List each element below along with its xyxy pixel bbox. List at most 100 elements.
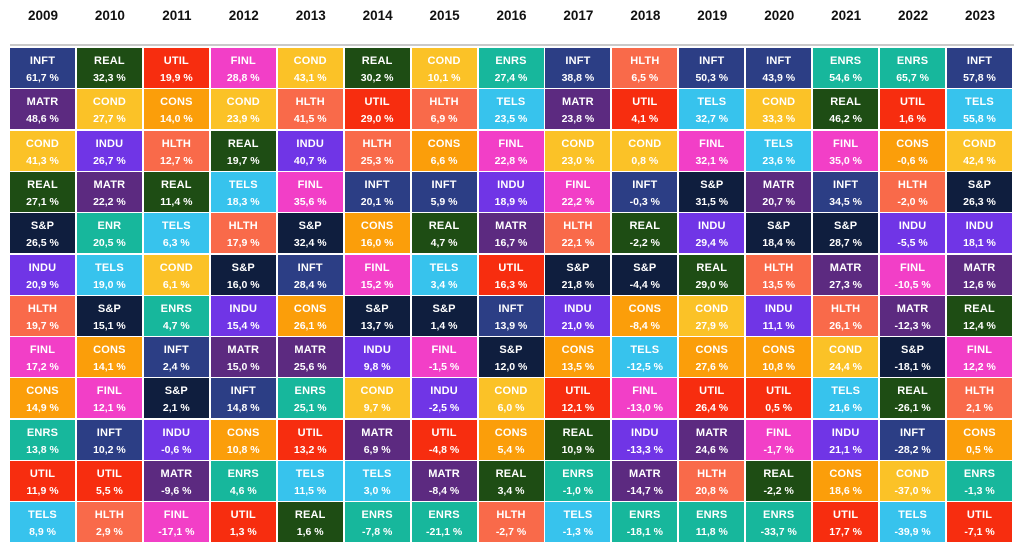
sector-label: HLTH bbox=[161, 137, 192, 150]
cell-2014-enrs: ENRS -7,8 % bbox=[344, 502, 410, 543]
sector-label: MATR bbox=[829, 261, 862, 274]
sector-label: TELS bbox=[898, 509, 928, 522]
cell-2012-finl: FINL 28,8 % bbox=[210, 48, 276, 88]
sector-label: HLTH bbox=[362, 137, 392, 150]
cell-2011-indu: INDU -0,6 % bbox=[143, 419, 209, 460]
cell-2011-finl: FINL -17,1 % bbox=[143, 502, 209, 543]
cell-2017-matr: MATR 23,8 % bbox=[545, 89, 611, 130]
cell-2015-matr: MATR -8,4 % bbox=[411, 461, 477, 501]
year-header-2015: 2015 bbox=[429, 8, 460, 23]
cell-2014-indu: INDU 9,8 % bbox=[344, 337, 410, 378]
return-value: 21,0 % bbox=[561, 319, 595, 332]
return-value: -1,7 % bbox=[763, 443, 794, 456]
sector-label: HLTH bbox=[228, 220, 258, 233]
return-value: 15,1 % bbox=[93, 319, 126, 332]
cell-2018-tels: TELS -12,5 % bbox=[612, 337, 678, 378]
return-value: 22,2 % bbox=[93, 195, 126, 208]
sector-label: ENRS bbox=[629, 509, 661, 522]
return-value: 4,7 % bbox=[430, 237, 458, 250]
return-value: 26,4 % bbox=[695, 402, 729, 415]
return-value: 10,1 % bbox=[427, 72, 461, 84]
return-value: 3,4 % bbox=[430, 278, 458, 291]
sector-label: INDU bbox=[697, 220, 726, 233]
cell-2018-real: REAL -2,2 % bbox=[612, 213, 678, 254]
cell-2022-enrs: ENRS 65,7 % bbox=[880, 48, 946, 88]
return-value: 25,6 % bbox=[293, 361, 327, 374]
return-value: 0,5 % bbox=[966, 443, 993, 456]
cell-2010-cond: COND 27,7 % bbox=[76, 89, 142, 130]
cell-2015-inft: INFT 5,9 % bbox=[411, 171, 477, 212]
sector-label: FINL bbox=[833, 137, 859, 150]
cell-2019-enrs: ENRS 11,8 % bbox=[679, 502, 745, 543]
sector-label: UTIL bbox=[498, 261, 524, 274]
sector-label: ENRS bbox=[562, 468, 594, 480]
sector-label: FINL bbox=[297, 178, 323, 191]
cell-2017-real: REAL 10,9 % bbox=[545, 419, 611, 460]
cell-2017-util: UTIL 12,1 % bbox=[545, 378, 611, 419]
return-value: 14,0 % bbox=[160, 113, 193, 126]
cell-2011-enrs: ENRS 4,7 % bbox=[143, 295, 209, 336]
cell-2022-real: REAL -26,1 % bbox=[880, 378, 946, 419]
cell-2019-hlth: HLTH 20,8 % bbox=[679, 461, 745, 501]
sector-label: MATR bbox=[160, 468, 193, 480]
sector-label: COND bbox=[159, 261, 193, 274]
return-value: 22,1 % bbox=[561, 237, 595, 250]
return-value: 21,8 % bbox=[561, 278, 595, 291]
sector-label: TELS bbox=[28, 509, 57, 522]
sector-label: MATR bbox=[428, 468, 460, 480]
sector-label: CONS bbox=[494, 426, 528, 439]
cell-2017-sandp: S&P 21,8 % bbox=[545, 254, 611, 295]
cell-2011-sandp: S&P 2,1 % bbox=[143, 378, 209, 419]
return-value: 1,4 % bbox=[430, 319, 458, 332]
cell-2021-matr: MATR 27,3 % bbox=[813, 254, 879, 295]
cell-2022-sandp: S&P -18,1 % bbox=[880, 337, 946, 378]
year-header-2018: 2018 bbox=[630, 8, 661, 23]
return-value: 3,4 % bbox=[497, 485, 525, 497]
cell-2023-indu: INDU 18,1 % bbox=[947, 213, 1013, 254]
cell-2016-matr: MATR 16,7 % bbox=[478, 213, 544, 254]
return-value: 27,1 % bbox=[26, 195, 59, 208]
return-value: 57,8 % bbox=[963, 72, 996, 84]
cell-2012-sandp: S&P 16,0 % bbox=[210, 254, 276, 295]
return-value: 6,5 % bbox=[631, 72, 659, 84]
cell-2019-util: UTIL 26,4 % bbox=[679, 378, 745, 419]
return-value: 11,4 % bbox=[160, 195, 193, 208]
cell-2020-real: REAL -2,2 % bbox=[746, 461, 812, 501]
cell-2015-real: REAL 4,7 % bbox=[411, 213, 477, 254]
sector-label: INFT bbox=[364, 178, 390, 191]
cell-2013-enrs: ENRS 25,1 % bbox=[277, 378, 343, 419]
cell-2013-hlth: HLTH 41,5 % bbox=[277, 89, 343, 130]
sector-label: FINL bbox=[364, 261, 390, 274]
cell-2010-inft: INFT 10,2 % bbox=[76, 419, 142, 460]
cell-2012-indu: INDU 15,4 % bbox=[210, 295, 276, 336]
cell-2020-util: UTIL 0,5 % bbox=[746, 378, 812, 419]
sector-label: REAL bbox=[495, 468, 527, 480]
year-header-2020: 2020 bbox=[764, 8, 795, 23]
sector-label: INFT bbox=[163, 344, 189, 357]
return-value: 20,9 % bbox=[26, 278, 59, 291]
cell-2011-hlth: HLTH 12,7 % bbox=[143, 130, 209, 171]
return-value: 29,4 % bbox=[695, 237, 729, 250]
return-value: 4,7 % bbox=[162, 319, 190, 332]
return-value: 1,6 % bbox=[296, 526, 324, 539]
sector-label: UTIL bbox=[833, 509, 859, 522]
cell-2011-cons: CONS 14,0 % bbox=[143, 89, 209, 130]
cell-2016-indu: INDU 18,9 % bbox=[478, 171, 544, 212]
year-header-2019: 2019 bbox=[697, 8, 728, 23]
sector-label: FINL bbox=[966, 344, 993, 357]
cell-2015-sandp: S&P 1,4 % bbox=[411, 295, 477, 336]
cell-2021-cond: COND 24,4 % bbox=[813, 337, 879, 378]
sector-label: INDU bbox=[162, 426, 191, 439]
return-value: 10,8 % bbox=[762, 361, 796, 374]
return-value: 13,8 % bbox=[26, 443, 59, 456]
sector-label: CONS bbox=[360, 220, 394, 233]
header-divider bbox=[10, 44, 1014, 46]
sector-label: REAL bbox=[94, 55, 125, 67]
cell-2021-enrs: ENRS 54,6 % bbox=[813, 48, 879, 88]
return-value: 18,4 % bbox=[762, 237, 796, 250]
cell-2014-tels: TELS 3,0 % bbox=[344, 461, 410, 501]
cell-2019-real: REAL 29,0 % bbox=[679, 254, 745, 295]
return-value: 27,7 % bbox=[93, 113, 126, 126]
return-value: 31,5 % bbox=[695, 195, 729, 208]
